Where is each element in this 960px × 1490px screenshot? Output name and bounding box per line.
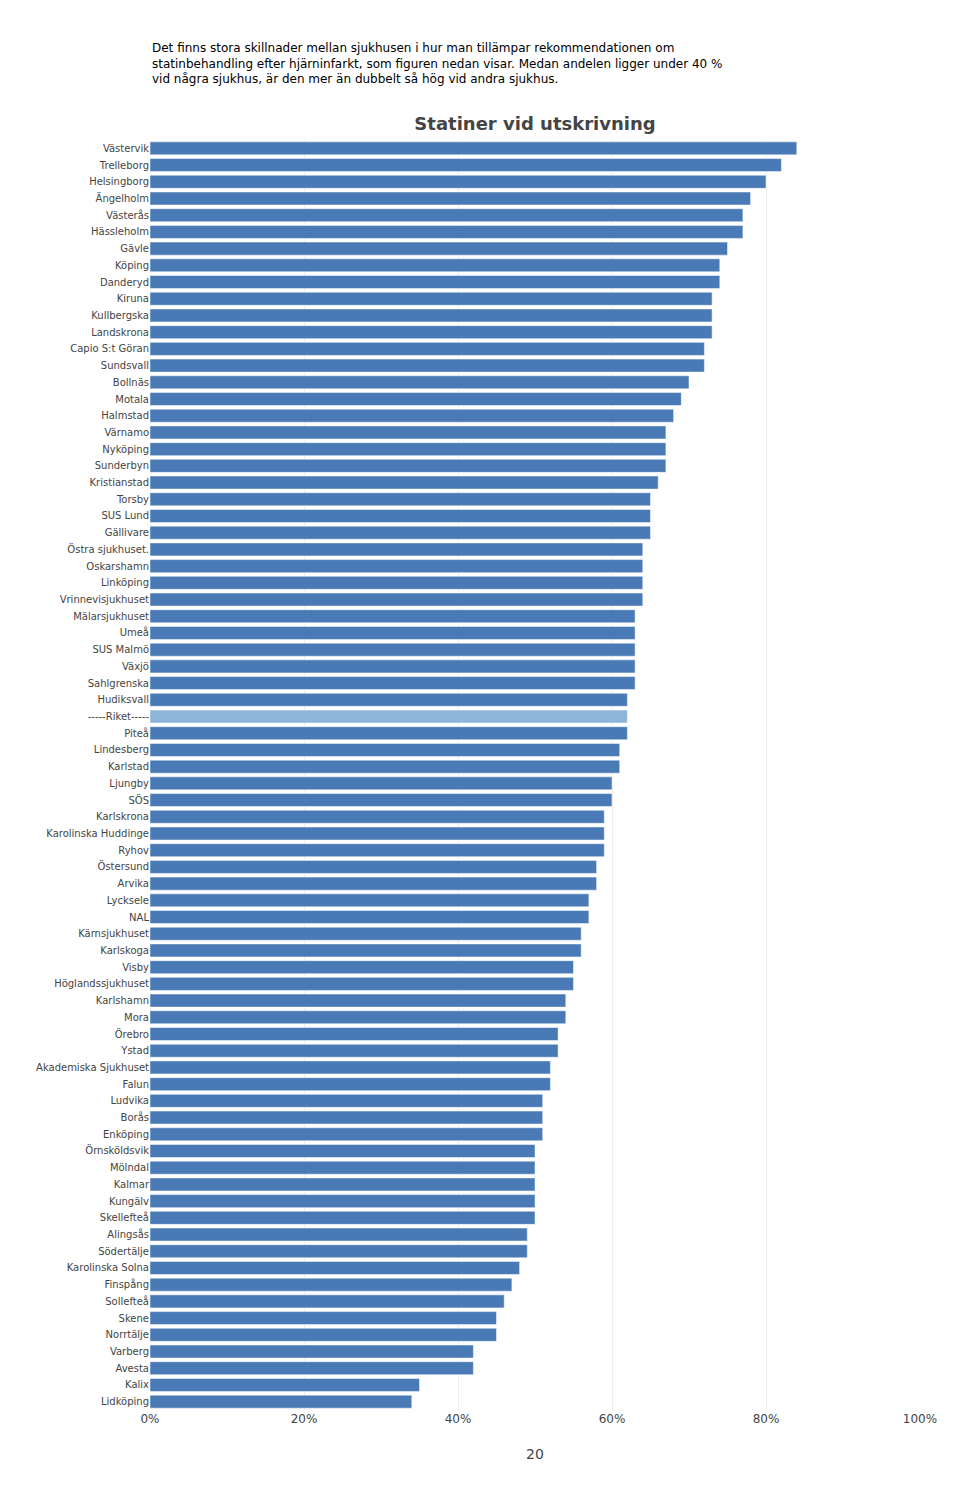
svg-text:Lidköping: Lidköping — [101, 1396, 149, 1407]
svg-text:Södertälje: Södertälje — [98, 1246, 149, 1257]
svg-text:SÖS: SÖS — [128, 794, 149, 806]
svg-text:Akademiska Sjukhuset: Akademiska Sjukhuset — [36, 1062, 149, 1073]
svg-text:Statiner vid utskrivning: Statiner vid utskrivning — [414, 113, 655, 134]
svg-text:Kristianstad: Kristianstad — [90, 477, 149, 488]
svg-text:20: 20 — [526, 1446, 544, 1462]
svg-text:Varberg: Varberg — [110, 1346, 149, 1357]
svg-text:Ryhov: Ryhov — [118, 845, 149, 856]
svg-text:Kärnsjukhuset: Kärnsjukhuset — [78, 928, 149, 939]
svg-text:Det finns stora skillnader mel: Det finns stora skillnader mellan sjukhu… — [152, 41, 722, 86]
svg-text:-----Riket-----: -----Riket----- — [88, 711, 150, 722]
svg-text:Bollnäs: Bollnäs — [113, 377, 149, 388]
svg-text:Kiruna: Kiruna — [117, 293, 149, 304]
svg-text:SUS Lund: SUS Lund — [101, 510, 149, 521]
svg-text:Köping: Köping — [115, 260, 149, 271]
svg-text:Ystad: Ystad — [120, 1045, 149, 1056]
svg-text:20%: 20% — [291, 1412, 318, 1426]
svg-text:Sundsvall: Sundsvall — [101, 360, 149, 371]
svg-text:Karlshamn: Karlshamn — [96, 995, 149, 1006]
svg-text:Finspång: Finspång — [104, 1278, 149, 1290]
svg-text:Skene: Skene — [119, 1313, 149, 1324]
svg-text:NAL: NAL — [129, 912, 149, 923]
svg-text:Östra sjukhuset.: Östra sjukhuset. — [67, 543, 149, 555]
svg-text:Hudiksvall: Hudiksvall — [97, 694, 149, 705]
svg-text:Avesta: Avesta — [115, 1363, 149, 1374]
svg-text:Karolinska Solna: Karolinska Solna — [67, 1262, 149, 1273]
svg-text:Ljungby: Ljungby — [109, 778, 149, 789]
svg-text:Västerås: Västerås — [106, 209, 149, 221]
svg-text:Sahlgrenska: Sahlgrenska — [88, 678, 149, 689]
svg-text:Kalmar: Kalmar — [114, 1179, 150, 1190]
svg-text:Linköping: Linköping — [101, 577, 149, 588]
svg-text:Ängelholm: Ängelholm — [96, 192, 149, 204]
svg-text:Kungälv: Kungälv — [109, 1196, 149, 1207]
svg-text:Karolinska Huddinge: Karolinska Huddinge — [46, 828, 149, 839]
svg-text:Danderyd: Danderyd — [100, 277, 149, 288]
svg-text:Mölndal: Mölndal — [110, 1162, 149, 1173]
svg-text:Lycksele: Lycksele — [107, 895, 149, 906]
svg-text:100%: 100% — [903, 1412, 937, 1426]
svg-text:Östersund: Östersund — [98, 860, 150, 872]
svg-text:Kalix: Kalix — [125, 1379, 149, 1390]
svg-text:Motala: Motala — [115, 394, 149, 405]
svg-text:Torsby: Torsby — [116, 494, 149, 505]
svg-text:Örebro: Örebro — [115, 1028, 149, 1040]
svg-text:Umeå: Umeå — [120, 626, 149, 638]
svg-text:Ludvika: Ludvika — [110, 1095, 149, 1106]
svg-text:Trelleborg: Trelleborg — [99, 160, 149, 171]
svg-text:40%: 40% — [445, 1412, 472, 1426]
svg-text:Landskrona: Landskrona — [91, 327, 149, 338]
svg-text:Karlskoga: Karlskoga — [100, 945, 149, 956]
svg-text:80%: 80% — [753, 1412, 780, 1426]
svg-text:Arvika: Arvika — [118, 878, 149, 889]
svg-text:Kullbergska: Kullbergska — [91, 310, 149, 321]
svg-text:Oskarshamn: Oskarshamn — [86, 561, 149, 572]
svg-text:Capio S:t Göran: Capio S:t Göran — [70, 343, 149, 354]
svg-text:Örnsköldsvik: Örnsköldsvik — [85, 1144, 149, 1156]
svg-text:Helsingborg: Helsingborg — [89, 176, 149, 187]
svg-text:60%: 60% — [599, 1412, 626, 1426]
svg-text:Visby: Visby — [122, 962, 149, 973]
svg-text:Växjö: Växjö — [122, 661, 149, 672]
svg-text:Lindesberg: Lindesberg — [94, 744, 149, 755]
svg-text:Karlstad: Karlstad — [108, 761, 149, 772]
svg-text:Falun: Falun — [123, 1079, 149, 1090]
svg-text:0%: 0% — [140, 1412, 159, 1426]
svg-text:Sunderbyn: Sunderbyn — [95, 460, 149, 471]
svg-text:Enköping: Enköping — [103, 1129, 149, 1140]
svg-text:Höglandssjukhuset: Höglandssjukhuset — [54, 978, 149, 989]
svg-text:Västervik: Västervik — [103, 143, 149, 154]
svg-text:Halmstad: Halmstad — [101, 410, 149, 421]
svg-text:Norrtälje: Norrtälje — [106, 1329, 149, 1340]
svg-text:Hässleholm: Hässleholm — [91, 226, 149, 237]
svg-text:Nyköping: Nyköping — [102, 444, 149, 455]
svg-text:Mora: Mora — [124, 1012, 149, 1023]
svg-text:Piteå: Piteå — [124, 727, 149, 739]
svg-text:Gällivare: Gällivare — [105, 527, 149, 538]
svg-text:Värnamo: Värnamo — [105, 427, 149, 438]
svg-text:Alingsås: Alingsås — [107, 1228, 149, 1240]
svg-text:Borås: Borås — [121, 1111, 149, 1123]
svg-text:Gävle: Gävle — [120, 243, 149, 254]
svg-text:Sollefteå: Sollefteå — [105, 1295, 149, 1307]
svg-text:Skellefteå: Skellefteå — [100, 1211, 149, 1223]
svg-text:Vrinnevisjukhuset: Vrinnevisjukhuset — [60, 594, 149, 605]
svg-text:Karlskrona: Karlskrona — [96, 811, 149, 822]
svg-text:SUS Malmö: SUS Malmö — [92, 644, 149, 655]
svg-text:Mälarsjukhuset: Mälarsjukhuset — [73, 611, 149, 622]
